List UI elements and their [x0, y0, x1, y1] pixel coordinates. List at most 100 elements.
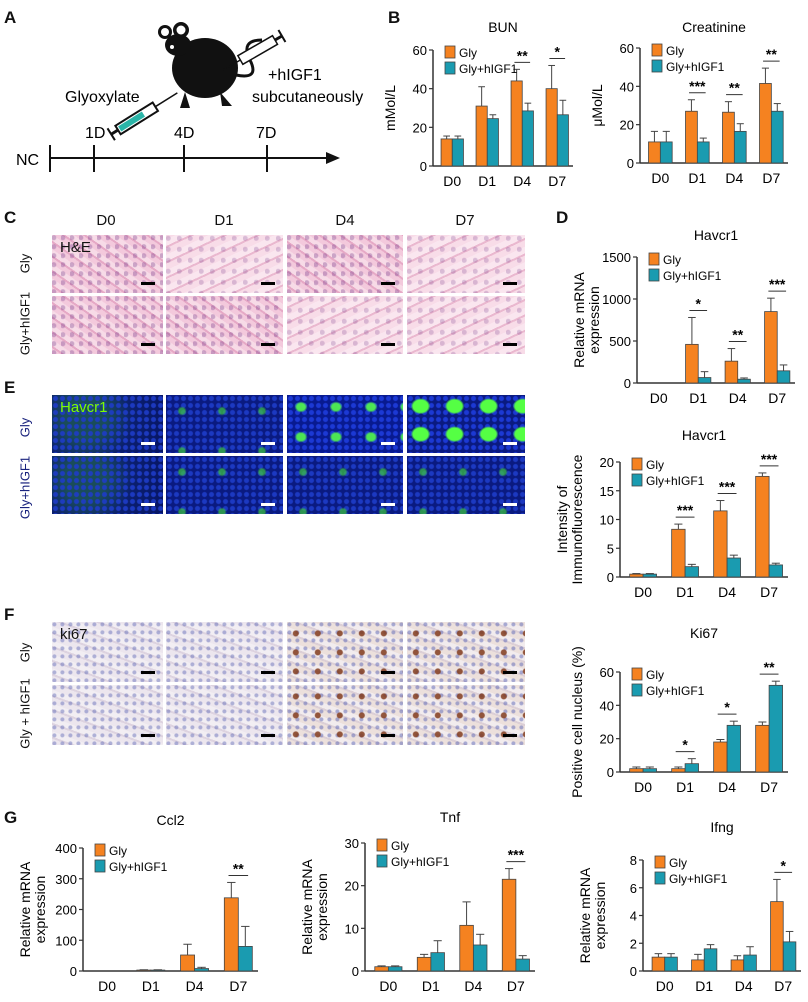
bar-gly-D4 [510, 80, 523, 167]
legend-swatch [94, 859, 106, 873]
y-tick-label: 15 [600, 484, 614, 499]
scale-bar [141, 343, 155, 346]
scale-bar [141, 734, 155, 737]
legend-swatch [651, 59, 663, 73]
y-tick-label: 8 [630, 853, 637, 868]
significance-label: *** [761, 451, 778, 467]
legend-label: Gly [663, 253, 681, 267]
legend-label: Gly [391, 839, 409, 853]
y-tick-label: 500 [609, 334, 631, 349]
legend-label: Gly+hIGF1 [459, 62, 518, 76]
x-tick-label: D0 [651, 170, 669, 186]
chart-tnf: Tnf 0 10 20 30 Relative mRNA expression D0 D1 D4 D… [299, 809, 535, 994]
y-axis-label: μMol/L [589, 84, 605, 127]
legend-label: Gly [646, 668, 664, 682]
significance-label: *** [689, 78, 706, 94]
significance-label: * [682, 737, 688, 753]
he-image-gly-d1 [166, 235, 283, 293]
bar-gly-higf1-D1 [696, 141, 710, 164]
column-label-d0: D0 [96, 212, 116, 229]
chart-title: Tnf [440, 809, 460, 825]
bar-gly-D4 [724, 360, 739, 384]
bar-gly-higf1-D1 [486, 118, 499, 167]
stain-label: Havcr1 [60, 399, 108, 416]
y-axis-label: Immunofluorescence [569, 454, 585, 584]
significance-label: * [555, 43, 561, 59]
if-image-higf1-d0 [52, 456, 163, 514]
x-tick-label: D4 [729, 390, 747, 406]
bar-gly-D7 [755, 724, 770, 773]
bar-gly-higf1-D4 [733, 130, 747, 164]
scale-bar [261, 343, 275, 346]
bar-gly-higf1-D0 [642, 768, 657, 773]
legend-label: Gly+hIGF1 [646, 474, 705, 488]
scale-bar [381, 343, 395, 346]
panel-letter-b: B [388, 8, 401, 27]
significance-label: ** [764, 659, 775, 675]
ki67-image-gly-d4 [287, 622, 403, 682]
y-axis-label: expression [592, 882, 608, 950]
chart-title: Ccl2 [156, 812, 184, 828]
x-tick-label: D1 [689, 390, 707, 406]
ki67-image-gly-d1 [166, 622, 283, 682]
ki67-image-higf1-d1 [166, 685, 283, 745]
scale-bar [503, 343, 517, 346]
ki67-image-higf1-d4 [287, 685, 403, 745]
significance-label: *** [508, 847, 525, 863]
bar-gly-higf1-D0 [451, 138, 464, 167]
x-tick-label: D7 [760, 779, 778, 795]
column-label-d4: D4 [335, 212, 355, 229]
bar-gly-higf1-D0 [642, 573, 657, 578]
legend-swatch [654, 855, 666, 869]
y-tick-label: 20 [345, 879, 359, 894]
bar-gly-D4 [722, 111, 735, 164]
bar-gly-D1 [416, 956, 432, 972]
legend-swatch [651, 43, 663, 57]
chart-ifng: Ifng 0 2 4 6 8 Relative mRNA expression D0 D1 D4 D7… [577, 819, 801, 994]
y-tick-label: 20 [600, 732, 614, 747]
syringe-icon [106, 92, 178, 141]
bar-gly-D4 [730, 959, 745, 972]
chart-ki67: Ki67 0 20 40 60 Positive cell nucleus (%) D0 D1… [569, 625, 788, 798]
bar-gly-D7 [501, 878, 517, 972]
bar-gly-higf1-D1 [697, 377, 712, 384]
y-tick-label: 400 [55, 841, 77, 856]
bar-gly-higf1-D4 [743, 954, 757, 972]
ki67-image-gly-d7 [407, 622, 525, 682]
y-tick-label: 10 [345, 921, 359, 936]
y-tick-label: 20 [413, 120, 427, 135]
x-tick-label: D7 [548, 173, 566, 189]
ki67-image-gly-d0: ki67 [52, 622, 163, 682]
legend-swatch [631, 683, 643, 697]
significance-label: ** [729, 80, 740, 96]
y-tick-label: 0 [352, 964, 359, 979]
scale-bar [261, 442, 275, 445]
bar-gly-higf1-D7 [237, 946, 253, 972]
x-tick-label: D7 [774, 978, 792, 994]
panel-letter-d: D [556, 208, 569, 227]
bar-gly-D0 [629, 768, 644, 773]
bar-gly-D7 [755, 475, 770, 578]
legend-label: Gly [666, 44, 684, 58]
x-tick-label: D1 [478, 173, 496, 189]
bar-gly-D1 [671, 528, 686, 578]
chart-title: Ifng [710, 819, 733, 835]
significance-label: * [724, 699, 730, 715]
x-tick-label: D0 [634, 584, 652, 600]
y-tick-label: 60 [600, 665, 614, 680]
y-tick-label: 1000 [602, 292, 631, 307]
mouse-icon [158, 22, 263, 108]
significance-label: *** [677, 502, 694, 518]
timeline-arrow [49, 145, 340, 172]
bar-gly-D1 [671, 768, 686, 773]
x-tick-label: D0 [656, 978, 674, 994]
x-tick-label: D0 [650, 390, 668, 406]
legend-label: Gly+hIGF1 [391, 855, 450, 869]
panel-letter-f: F [4, 605, 15, 624]
panel-letter-g: G [4, 808, 18, 827]
if-image-higf1-d4 [287, 456, 403, 514]
bar-gly-D7 [223, 897, 239, 972]
y-tick-label: 20 [620, 118, 634, 133]
he-image-higf1-d7 [407, 296, 525, 354]
